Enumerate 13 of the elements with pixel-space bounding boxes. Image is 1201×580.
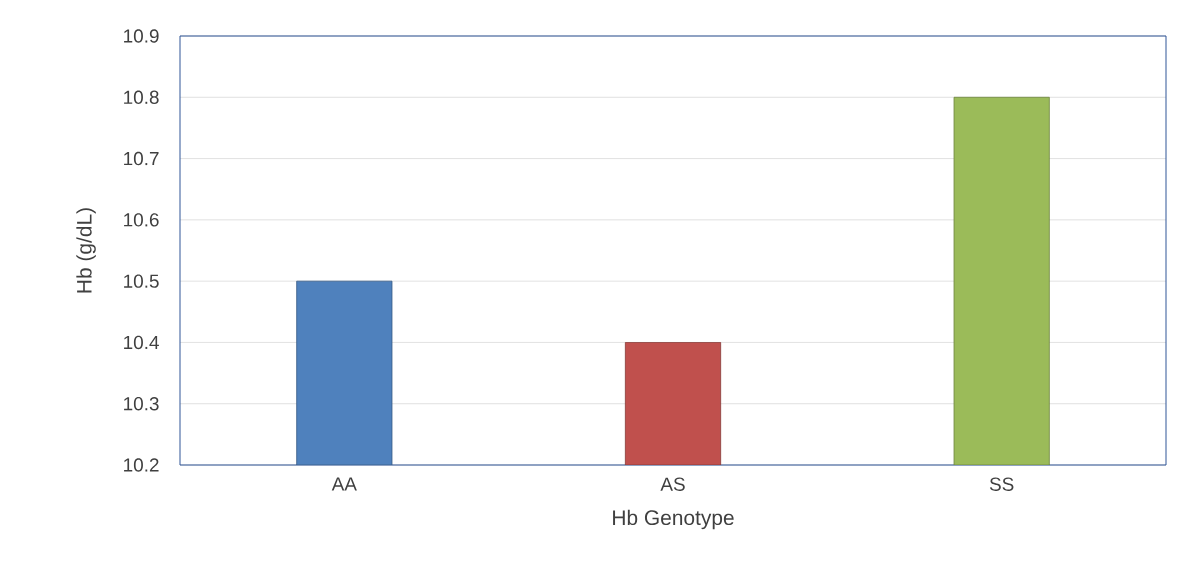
- y-tick-label: 10.7: [124, 151, 159, 166]
- x-tick-label: AA: [331, 477, 357, 491]
- y-tick-label: 10.9: [124, 29, 159, 43]
- y-tick-label: 10.4: [124, 335, 159, 350]
- x-tick-label: SS: [989, 477, 1014, 491]
- x-tick-label: AS: [660, 477, 685, 491]
- y-tick-label: 10.6: [124, 213, 159, 227]
- y-axis-title: Hb (g/dL): [76, 208, 96, 293]
- y-tick-label: 10.5: [124, 274, 159, 288]
- y-tick-label: 10.2: [124, 458, 159, 472]
- y-tick-label: 10.3: [124, 397, 159, 411]
- y-tick-label: 10.8: [124, 90, 159, 104]
- x-axis-title: Hb Genotype: [613, 509, 734, 530]
